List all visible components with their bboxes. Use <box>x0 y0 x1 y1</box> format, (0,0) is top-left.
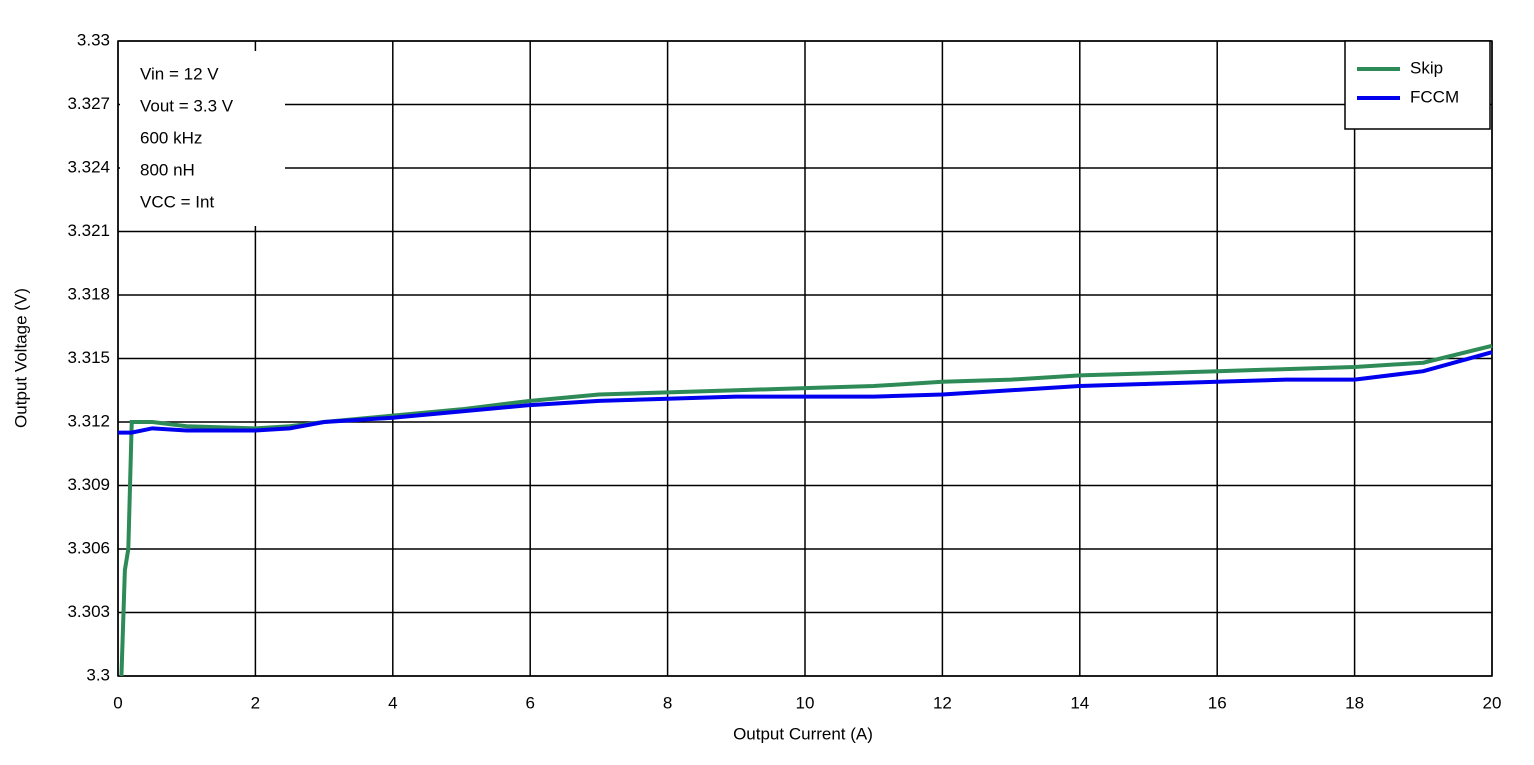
y-tick-label: 3.315 <box>67 348 110 367</box>
series-line <box>118 350 1493 435</box>
x-tick-label: 12 <box>933 693 952 712</box>
x-tick-label: 20 <box>1483 693 1502 712</box>
y-tick-label: 3.303 <box>67 602 110 621</box>
y-tick-label: 3.306 <box>67 538 110 557</box>
y-tick-label: 3.321 <box>67 221 110 240</box>
series-line <box>119 343 1493 677</box>
x-tick-label: 0 <box>113 693 122 712</box>
legend-box <box>1344 40 1491 130</box>
x-tick-label: 2 <box>251 693 260 712</box>
x-tick-label: 6 <box>525 693 534 712</box>
annotation: Vin = 12 V <box>140 64 219 83</box>
y-tick-label: 3.324 <box>67 157 110 176</box>
y-tick-label: 3.309 <box>67 475 110 494</box>
annotation: VCC = Int <box>140 192 214 211</box>
x-tick-label: 8 <box>663 693 672 712</box>
legend-label: FCCM <box>1410 87 1459 106</box>
y-tick-label: 3.327 <box>67 94 110 113</box>
annotation: 600 kHz <box>140 128 202 147</box>
annotation: Vout = 3.3 V <box>140 96 234 115</box>
x-tick-label: 14 <box>1070 693 1089 712</box>
y-tick-label: 3.33 <box>77 30 110 49</box>
y-axis-label: Output Voltage (V) <box>11 288 30 428</box>
y-tick-label: 3.318 <box>67 284 110 303</box>
legend-label: Skip <box>1410 58 1443 77</box>
x-tick-label: 16 <box>1208 693 1227 712</box>
x-tick-label: 4 <box>388 693 397 712</box>
annotation: 800 nH <box>140 160 195 179</box>
x-tick-label: 10 <box>796 693 815 712</box>
x-tick-label: 18 <box>1345 693 1364 712</box>
y-tick-label: 3.3 <box>86 665 110 684</box>
plot-frame <box>117 40 1493 677</box>
y-tick-label: 3.312 <box>67 411 110 430</box>
annotation-box <box>120 51 285 226</box>
x-axis-label: Output Current (A) <box>733 724 873 743</box>
